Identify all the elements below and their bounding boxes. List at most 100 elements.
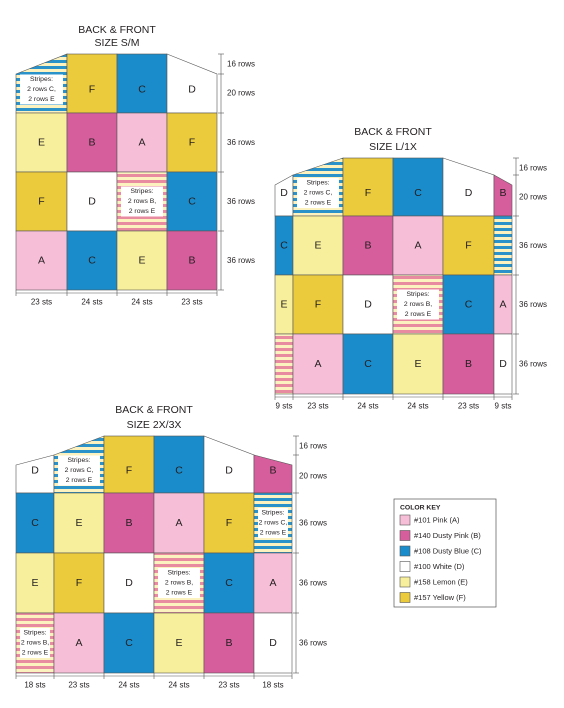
block-letter: F [38, 196, 44, 208]
stripes-label-box [397, 289, 439, 320]
stripes-label: Stripes: [67, 457, 90, 464]
block-c: C [342, 333, 394, 395]
block-letter: F [76, 577, 82, 589]
col-label: 23 sts [458, 402, 479, 411]
block-sb: Stripes: 2 rows B, 2 rows E [116, 171, 168, 232]
col-label: 24 sts [407, 402, 428, 411]
block-sc: Stripes: 2 rows C, 2 rows E [253, 492, 293, 554]
block-d: D [493, 333, 513, 395]
block-sc [493, 215, 513, 276]
diagram-title-line: SIZE L/1X [369, 141, 417, 153]
stripes-label-box [258, 508, 288, 538]
stripes-label-box [58, 455, 100, 486]
color-swatch-e [399, 576, 411, 588]
col-label: 23 sts [31, 298, 52, 307]
color-swatch-c [399, 545, 411, 557]
block-a: A [292, 333, 344, 395]
stripes-label: Stripes: [406, 291, 429, 298]
block-sb: Stripes: 2 rows B, 2 rows E [392, 274, 444, 335]
row-label: 36 rows [299, 519, 327, 528]
block-b: B [166, 230, 218, 291]
block-c: C [442, 274, 495, 335]
block-d: D [103, 552, 155, 614]
block-letter: A [414, 240, 421, 252]
block-letter: C [465, 299, 473, 311]
row-label: 20 rows [227, 89, 255, 98]
block-letter: D [88, 196, 96, 208]
block-letter: F [315, 299, 321, 311]
diagram-title-line: BACK & FRONT [115, 404, 193, 416]
block-letter: B [125, 517, 132, 529]
col-label: 24 sts [81, 298, 102, 307]
block-letter: E [314, 240, 321, 252]
block-e: E [392, 333, 444, 395]
row-label: 36 rows [519, 300, 547, 309]
block-letter: D [280, 187, 288, 199]
block-letter: B [188, 255, 195, 267]
diagram-title-line: SIZE 2X/3X [127, 419, 182, 431]
block-e: E [274, 274, 294, 335]
stripes-label-box [158, 568, 200, 598]
block-b: B [103, 492, 155, 554]
block-d: D [442, 157, 495, 217]
col-label: 18 sts [262, 681, 283, 690]
col-label: 23 sts [181, 298, 202, 307]
color-swatch-a [399, 514, 411, 526]
stripes-label: 2 rows E [405, 311, 432, 318]
block-letter: C [88, 255, 96, 267]
block-letter: A [75, 637, 82, 649]
color-key-label: #101 Pink (A) [414, 516, 460, 525]
block-letter: F [465, 240, 471, 252]
block-d: D [274, 174, 294, 217]
color-key-label: #100 White (D) [414, 562, 465, 571]
color-swatch-d [399, 561, 411, 572]
block-c: C [203, 552, 255, 614]
row-label: 16 rows [519, 164, 547, 173]
col-label: 24 sts [131, 298, 152, 307]
col-label: 18 sts [24, 681, 45, 690]
block-letter: D [364, 299, 372, 311]
block-e: E [153, 612, 205, 674]
color-swatch-f [399, 592, 411, 603]
block-letter: D [465, 187, 473, 199]
block-letter: E [414, 358, 421, 370]
block-letter: E [31, 577, 38, 589]
block-letter: D [499, 358, 507, 370]
block-f: F [66, 53, 118, 114]
diagram-title-line: BACK & FRONT [354, 126, 432, 138]
block-letter: F [189, 137, 195, 149]
block-sb: Stripes: 2 rows B, 2 rows E [15, 612, 55, 674]
block-letter: F [365, 187, 371, 199]
stripes-label: 2 rows E [22, 650, 49, 657]
row-label: 36 rows [227, 138, 255, 147]
block-c: C [392, 157, 444, 217]
stripes-label: 2 rows C, [304, 190, 333, 197]
block-c: C [15, 492, 55, 554]
block-b: B [253, 454, 293, 494]
col-label: 23 sts [68, 681, 89, 690]
block-b: B [66, 112, 118, 173]
stripes-label: 2 rows C, [65, 467, 94, 474]
block-c: C [66, 230, 118, 291]
block-letter: A [314, 358, 321, 370]
diagram-title-line: SIZE S/M [95, 37, 140, 49]
row-label: 36 rows [519, 360, 547, 369]
block-f: F [166, 112, 218, 173]
diagram-size-l1x: BACK & FRONT SIZE L/1X D Stripes: 2 rows C, 2… [274, 126, 547, 411]
block-letter: C [225, 577, 233, 589]
block-letter: E [75, 517, 82, 529]
stripes-label-box [20, 74, 63, 105]
block-letter: B [364, 240, 371, 252]
block-e: E [15, 552, 55, 614]
block-a: A [53, 612, 105, 674]
block-d: D [15, 454, 55, 494]
stripes-label-box [121, 186, 163, 217]
color-swatch-b [399, 530, 411, 541]
block-letter: D [188, 84, 196, 96]
stripes-label: Stripes: [30, 76, 53, 83]
row-label: 36 rows [519, 241, 547, 250]
stripes-label: 2 rows C, [259, 520, 288, 527]
row-label: 20 rows [299, 472, 327, 481]
row-label: 36 rows [299, 579, 327, 588]
block-sc: Stripes: 2 rows C, 2 rows E [53, 435, 105, 494]
